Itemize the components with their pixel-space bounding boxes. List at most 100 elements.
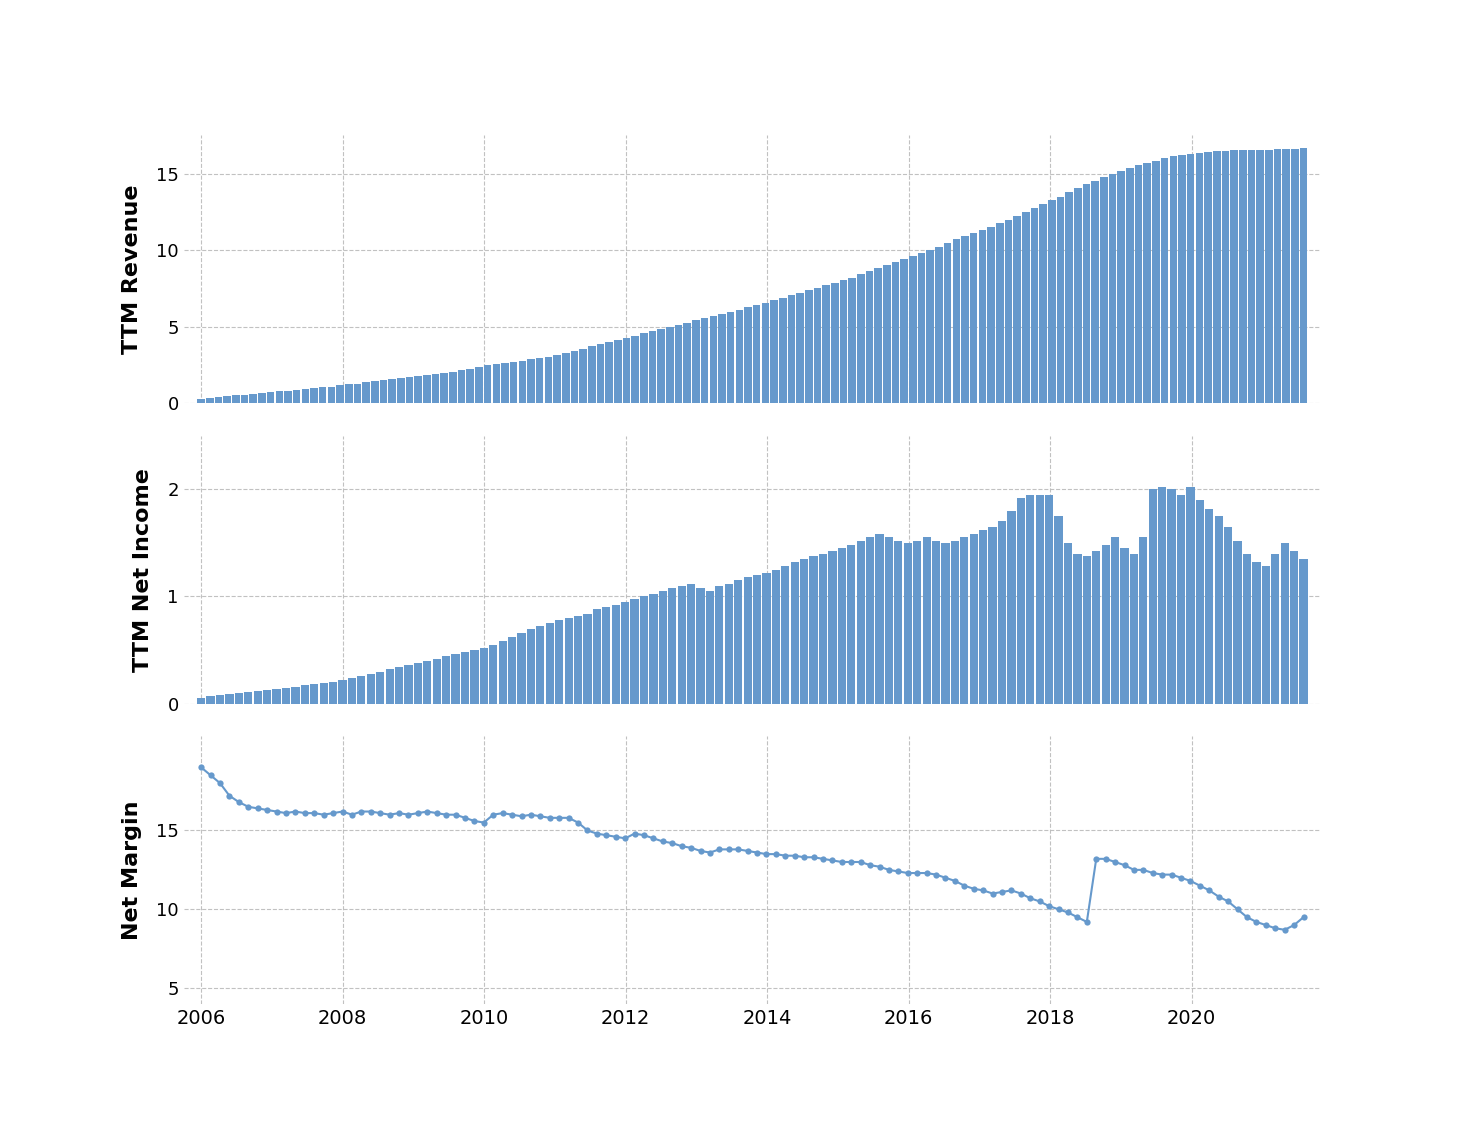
Bar bbox=[709, 317, 716, 404]
Bar bbox=[320, 684, 327, 704]
Bar bbox=[884, 265, 891, 404]
Bar bbox=[918, 253, 925, 404]
Bar bbox=[484, 365, 492, 404]
Bar bbox=[953, 239, 960, 404]
Bar bbox=[546, 624, 553, 704]
Bar bbox=[771, 300, 778, 404]
Bar bbox=[442, 656, 451, 704]
Bar bbox=[452, 654, 459, 704]
Bar bbox=[319, 387, 326, 404]
Bar bbox=[1048, 201, 1055, 404]
Bar bbox=[565, 618, 573, 704]
Bar bbox=[621, 602, 630, 704]
Bar bbox=[214, 397, 222, 404]
Bar bbox=[1120, 548, 1129, 704]
Bar bbox=[1152, 160, 1160, 404]
Bar bbox=[1224, 527, 1232, 704]
Bar bbox=[1092, 552, 1101, 704]
Bar bbox=[1054, 515, 1063, 704]
Bar bbox=[734, 581, 743, 704]
Bar bbox=[1126, 168, 1133, 404]
Bar bbox=[562, 353, 570, 404]
Bar bbox=[589, 346, 596, 404]
Bar bbox=[1039, 204, 1047, 404]
Bar bbox=[804, 290, 813, 404]
Bar bbox=[828, 552, 837, 704]
Bar bbox=[480, 647, 487, 704]
Bar bbox=[951, 540, 959, 704]
Bar bbox=[614, 340, 621, 404]
Bar bbox=[1135, 165, 1142, 404]
Bar bbox=[395, 668, 404, 704]
Bar bbox=[822, 285, 829, 404]
Bar bbox=[781, 566, 790, 704]
Bar bbox=[1057, 196, 1064, 404]
Bar bbox=[831, 283, 838, 404]
Bar bbox=[461, 652, 470, 704]
Bar bbox=[357, 676, 366, 704]
Bar bbox=[944, 243, 951, 404]
Bar bbox=[979, 230, 986, 404]
Bar bbox=[553, 355, 561, 404]
Bar bbox=[536, 626, 545, 704]
Bar bbox=[458, 370, 465, 404]
Bar bbox=[1290, 149, 1299, 404]
Bar bbox=[631, 336, 639, 404]
Bar bbox=[1274, 149, 1282, 404]
Bar bbox=[348, 678, 357, 704]
Bar bbox=[885, 537, 893, 704]
Bar bbox=[735, 310, 743, 404]
Bar bbox=[691, 320, 700, 404]
Bar bbox=[310, 685, 319, 704]
Bar bbox=[1283, 149, 1290, 404]
Bar bbox=[371, 381, 379, 404]
Bar bbox=[970, 233, 978, 404]
Bar bbox=[414, 376, 421, 404]
Bar bbox=[197, 698, 206, 704]
Bar bbox=[396, 378, 405, 404]
Bar bbox=[935, 247, 942, 404]
Bar bbox=[492, 364, 501, 404]
Bar bbox=[1179, 155, 1186, 404]
Bar bbox=[1230, 150, 1238, 404]
Bar bbox=[800, 558, 809, 704]
Bar bbox=[386, 669, 393, 704]
Bar bbox=[772, 570, 780, 704]
Bar bbox=[762, 573, 771, 704]
Bar bbox=[380, 380, 388, 404]
Bar bbox=[197, 399, 206, 404]
Bar bbox=[285, 391, 292, 404]
Bar bbox=[1073, 554, 1082, 704]
Bar bbox=[1177, 494, 1185, 704]
Bar bbox=[449, 372, 457, 404]
Bar bbox=[866, 537, 875, 704]
Bar bbox=[894, 540, 903, 704]
Bar bbox=[753, 305, 760, 404]
Bar bbox=[696, 588, 705, 704]
Bar bbox=[574, 616, 583, 704]
Bar bbox=[1205, 509, 1214, 704]
Bar bbox=[932, 540, 940, 704]
Bar bbox=[762, 302, 769, 404]
Bar bbox=[1213, 151, 1220, 404]
Bar bbox=[988, 527, 997, 704]
Bar bbox=[1265, 150, 1273, 404]
Bar bbox=[467, 369, 474, 404]
Bar bbox=[1111, 537, 1119, 704]
Bar bbox=[1004, 220, 1013, 404]
Bar bbox=[1248, 150, 1255, 404]
Bar bbox=[1130, 554, 1138, 704]
Bar bbox=[857, 274, 865, 404]
Bar bbox=[1252, 562, 1261, 704]
Bar bbox=[904, 543, 912, 704]
Bar bbox=[979, 530, 988, 704]
Bar bbox=[780, 298, 787, 404]
Bar bbox=[329, 682, 338, 704]
Bar bbox=[527, 360, 534, 404]
Y-axis label: Net Margin: Net Margin bbox=[122, 800, 142, 940]
Bar bbox=[813, 288, 821, 404]
Bar bbox=[684, 323, 691, 404]
Bar bbox=[363, 382, 370, 404]
Bar bbox=[913, 540, 922, 704]
Bar bbox=[840, 280, 847, 404]
